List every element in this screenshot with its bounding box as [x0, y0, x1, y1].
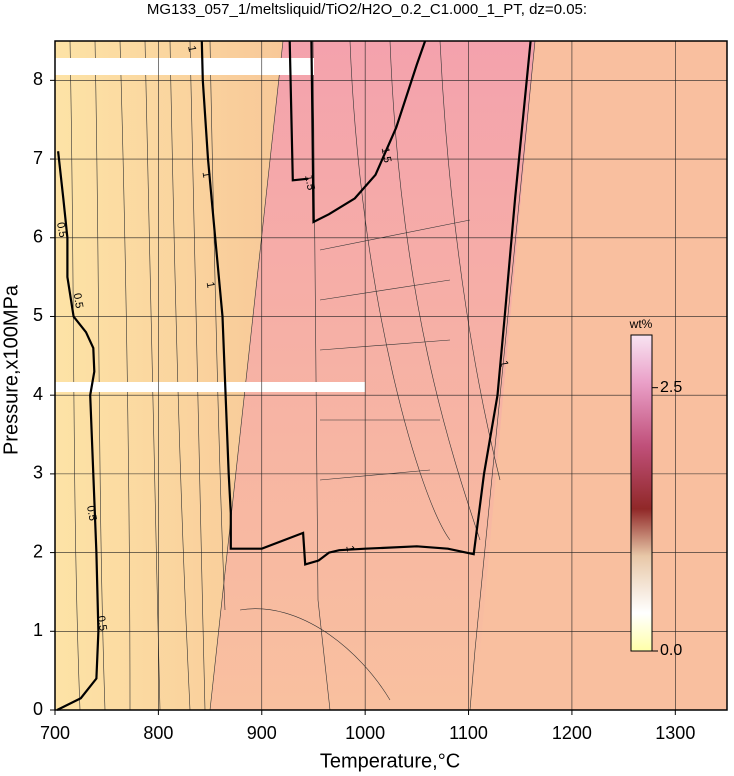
contour-label: 0.5 [71, 292, 85, 309]
contour-label: 1 [200, 171, 213, 179]
contour-label: 1.5 [379, 147, 393, 164]
colorbar-tick-label: 2.5 [660, 379, 682, 396]
y-tick-label: 7 [33, 148, 43, 168]
contour-label: 0.5 [54, 221, 68, 238]
x-tick-label: 1100 [449, 723, 488, 743]
x-tick-label: 700 [40, 723, 70, 743]
y-tick-label: 4 [33, 384, 43, 404]
y-tick-label: 5 [33, 305, 43, 325]
contour-label: 1 [204, 281, 217, 289]
y-tick-label: 8 [33, 69, 43, 89]
x-tick-label: 1300 [655, 723, 695, 743]
x-tick-label: 1200 [552, 723, 592, 743]
white-bands [55, 58, 365, 392]
plot-frame [54, 40, 728, 711]
contour-line [56, 151, 100, 711]
grid [50, 41, 727, 715]
contour-label: 1.5 [302, 174, 316, 191]
colorbar: wt% 0.0 2.5 [629, 317, 683, 659]
contour-line [200, 40, 532, 566]
y-tick-label: 0 [33, 699, 43, 719]
y-tick-label: 1 [33, 620, 43, 640]
plot-background [55, 40, 727, 711]
contour-line [310, 40, 427, 224]
x-tick-label: 900 [247, 723, 277, 743]
y-axis-label: Pressure,x100MPa [0, 284, 22, 455]
x-tick-label: 1000 [345, 723, 385, 743]
contour-label: 0.5 [84, 505, 98, 522]
contour-label: 1 [185, 45, 198, 53]
contour-label: 1 [497, 360, 510, 368]
contour-label: 0.5 [94, 615, 108, 632]
x-tick-label: 800 [143, 723, 173, 743]
y-tick-label: 3 [33, 463, 43, 483]
x-axis-label: Temperature,°C [320, 750, 460, 772]
y-tick-label: 6 [33, 227, 43, 247]
contour-label: 1 [343, 545, 356, 553]
colorbar-tick-label: 0.0 [660, 642, 682, 659]
colorbar-label: wt% [629, 317, 653, 331]
chart-title: MG133_057_1/meltsliquid/TiO2/H2O_0.2_C1.… [147, 1, 587, 18]
contours: 0.5 0.5 0.5 0.5 1 1 1 1 1 1.5 1.5 [54, 40, 532, 711]
y-tick-label: 2 [33, 541, 43, 561]
